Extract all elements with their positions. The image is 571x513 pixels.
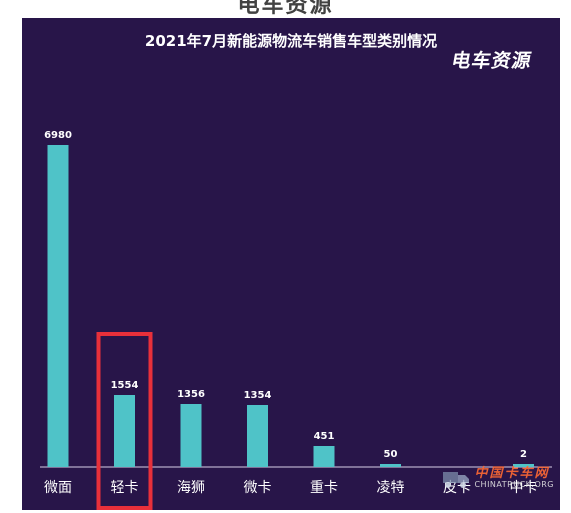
highlight-box bbox=[96, 332, 153, 510]
bar-5 bbox=[380, 464, 401, 467]
bar-value-label-2: 1356 bbox=[177, 389, 205, 400]
cropped-header-text: 电车资源 bbox=[237, 0, 334, 18]
bar-value-label-1: 1554 bbox=[111, 380, 139, 391]
bar-value-label-0: 6980 bbox=[44, 130, 72, 141]
watermark: 中国卡车网 CHINATRUCK.ORG bbox=[442, 466, 554, 490]
x-tick-label-1: 轻卡 bbox=[111, 480, 139, 496]
bar-value-label-4: 451 bbox=[314, 431, 335, 442]
truck-icon bbox=[442, 466, 470, 490]
x-tick-label-2: 海狮 bbox=[177, 480, 205, 496]
watermark-en: CHINATRUCK.ORG bbox=[474, 479, 554, 489]
top-strip: 电车资源 bbox=[0, 0, 571, 20]
bar-4 bbox=[313, 446, 335, 467]
bar-3 bbox=[247, 405, 268, 467]
chart-title: 2021年7月新能源物流车销售车型类别情况 bbox=[144, 32, 438, 50]
bar-value-label-5: 50 bbox=[384, 449, 398, 460]
watermark-cn: 中国卡车网 bbox=[474, 465, 550, 481]
bar-0 bbox=[47, 145, 69, 467]
bar-value-label-7: 2 bbox=[520, 449, 527, 460]
chart-panel: 2021年7月新能源物流车销售车型类别情况 电车资源 6980 微面 1554 轻卡 1… bbox=[22, 18, 560, 510]
bar-value-label-3: 1354 bbox=[244, 390, 272, 401]
x-tick-label-4: 重卡 bbox=[310, 480, 338, 496]
x-tick-label-0: 微面 bbox=[44, 480, 72, 496]
x-tick-label-3: 微卡 bbox=[244, 480, 272, 496]
bar-2 bbox=[180, 404, 202, 467]
x-tick-label-7: 中卡 bbox=[510, 480, 538, 496]
x-tick-label-5: 凌特 bbox=[377, 480, 405, 496]
bar-7 bbox=[513, 464, 534, 467]
bar-1 bbox=[114, 395, 135, 467]
